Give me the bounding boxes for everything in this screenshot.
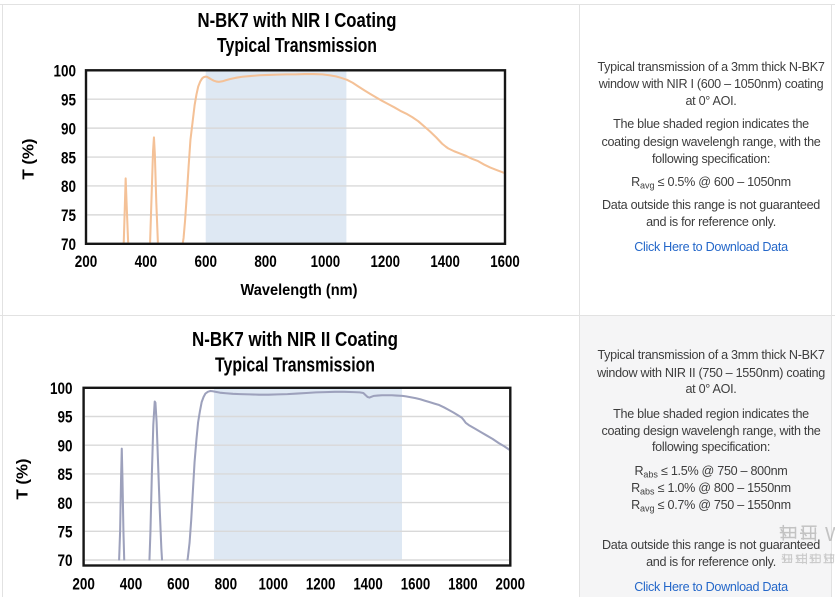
- svg-text:95: 95: [61, 90, 76, 109]
- svg-text:75: 75: [58, 523, 73, 542]
- svg-text:100: 100: [54, 62, 77, 81]
- svg-text:T (%): T (%): [21, 139, 38, 180]
- svg-text:90: 90: [58, 436, 73, 455]
- svg-text:600: 600: [194, 252, 217, 271]
- svg-text:1000: 1000: [311, 252, 341, 271]
- svg-text:N-BK7 with NIR II Coating: N-BK7 with NIR II Coating: [192, 329, 398, 351]
- svg-text:1400: 1400: [353, 574, 383, 593]
- svg-text:1200: 1200: [371, 252, 401, 271]
- svg-text:80: 80: [58, 494, 73, 513]
- svg-text:1600: 1600: [490, 252, 520, 271]
- svg-text:2000: 2000: [496, 574, 526, 593]
- svg-text:400: 400: [120, 574, 143, 593]
- svg-text:90: 90: [61, 119, 76, 138]
- svg-text:600: 600: [167, 574, 190, 593]
- svg-text:85: 85: [61, 148, 76, 167]
- svg-text:Typical Transmission: Typical Transmission: [215, 355, 375, 377]
- svg-text:1600: 1600: [401, 574, 431, 593]
- svg-text:1400: 1400: [430, 252, 460, 271]
- svg-text:Typical Transmission: Typical Transmission: [217, 35, 377, 57]
- svg-text:1200: 1200: [306, 574, 336, 593]
- svg-text:400: 400: [135, 252, 158, 271]
- svg-text:1800: 1800: [448, 574, 478, 593]
- svg-text:800: 800: [254, 252, 277, 271]
- svg-text:1000: 1000: [258, 574, 288, 593]
- svg-text:75: 75: [61, 206, 76, 225]
- svg-text:70: 70: [58, 551, 73, 570]
- svg-text:70: 70: [61, 235, 76, 254]
- svg-text:T (%): T (%): [15, 459, 32, 500]
- svg-text:200: 200: [72, 574, 95, 593]
- svg-text:80: 80: [61, 177, 76, 196]
- svg-text:200: 200: [75, 252, 98, 271]
- svg-text:95: 95: [58, 408, 73, 427]
- svg-text:85: 85: [58, 465, 73, 484]
- svg-text:Wavelength (nm): Wavelength (nm): [241, 282, 358, 299]
- svg-text:100: 100: [50, 379, 73, 398]
- svg-text:800: 800: [215, 574, 238, 593]
- svg-text:N-BK7 with NIR I Coating: N-BK7 with NIR I Coating: [198, 10, 397, 32]
